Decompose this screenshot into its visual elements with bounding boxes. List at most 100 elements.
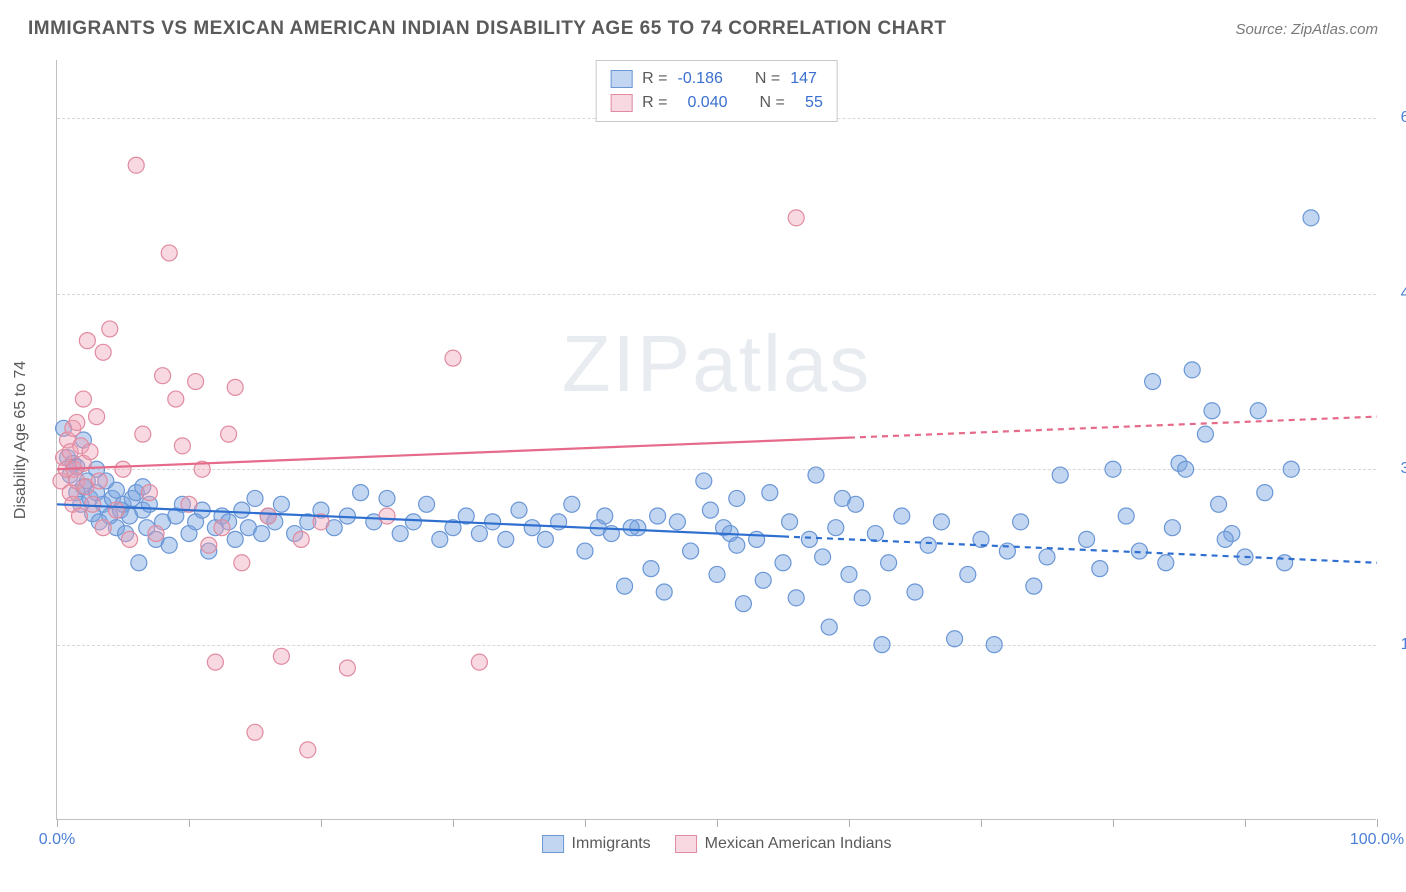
x-tick-label: 0.0% (39, 831, 75, 849)
data-point (960, 566, 976, 582)
legend-r-label: R = (642, 91, 667, 115)
data-point (749, 531, 765, 547)
data-point (432, 531, 448, 547)
trend-line-dashed (849, 417, 1377, 438)
data-point (1178, 461, 1194, 477)
x-tick (585, 819, 586, 827)
legend-bottom: Immigrants Mexican American Indians (542, 835, 892, 853)
data-point (841, 566, 857, 582)
data-point (683, 543, 699, 559)
data-point (656, 584, 672, 600)
swatch-immigrants (542, 835, 564, 853)
data-point (141, 485, 157, 501)
data-point (643, 561, 659, 577)
data-point (1092, 561, 1108, 577)
data-point (115, 461, 131, 477)
legend-n-value-0: 147 (790, 67, 817, 91)
legend-r-label: R = (642, 67, 667, 91)
data-point (755, 572, 771, 588)
data-point (709, 566, 725, 582)
swatch-series-0 (610, 70, 632, 88)
data-point (260, 508, 276, 524)
data-point (1026, 578, 1042, 594)
data-point (564, 496, 580, 512)
x-tick (1245, 819, 1246, 827)
data-point (300, 742, 316, 758)
data-point (1013, 514, 1029, 530)
x-tick (849, 819, 850, 827)
data-point (1250, 403, 1266, 419)
data-point (1217, 531, 1233, 547)
x-tick (453, 819, 454, 827)
data-point (273, 496, 289, 512)
data-point (148, 526, 164, 542)
data-point (597, 508, 613, 524)
data-point (577, 543, 593, 559)
data-point (392, 526, 408, 542)
data-point (227, 379, 243, 395)
swatch-series-1 (610, 94, 632, 112)
data-point (82, 444, 98, 460)
data-point (71, 508, 87, 524)
legend-n-value-1: 55 (795, 91, 823, 115)
data-point (168, 391, 184, 407)
data-point (1039, 549, 1055, 565)
data-point (379, 490, 395, 506)
chart-title: IMMIGRANTS VS MEXICAN AMERICAN INDIAN DI… (28, 18, 946, 40)
data-point (135, 426, 151, 442)
data-point (353, 485, 369, 501)
data-point (89, 409, 105, 425)
data-point (1118, 508, 1134, 524)
data-point (920, 537, 936, 553)
data-point (174, 438, 190, 454)
data-point (1204, 403, 1220, 419)
data-point (524, 520, 540, 536)
data-point (1131, 543, 1147, 559)
data-point (828, 520, 844, 536)
data-point (75, 391, 91, 407)
data-point (498, 531, 514, 547)
legend-label-immigrants: Immigrants (572, 835, 651, 853)
x-tick-label: 100.0% (1350, 831, 1404, 849)
data-point (485, 514, 501, 530)
data-point (729, 490, 745, 506)
data-point (161, 245, 177, 261)
data-point (95, 520, 111, 536)
data-point (471, 654, 487, 670)
x-tick (981, 819, 982, 827)
data-point (894, 508, 910, 524)
legend-r-value-0: -0.186 (678, 67, 723, 91)
legend-n-label: N = (755, 67, 780, 91)
data-point (511, 502, 527, 518)
data-point (1164, 520, 1180, 536)
data-point (788, 210, 804, 226)
data-point (623, 520, 639, 536)
data-point (339, 660, 355, 676)
data-point (405, 514, 421, 530)
data-point (881, 555, 897, 571)
legend-row-series-1: R = 0.040 N = 55 (610, 91, 823, 115)
data-point (933, 514, 949, 530)
data-point (1303, 210, 1319, 226)
data-point (91, 473, 107, 489)
legend-correlation-box: R = -0.186 N = 147 R = 0.040 N = 55 (595, 60, 838, 122)
legend-r-value-1: 0.040 (678, 91, 728, 115)
y-tick-label: 45.0% (1386, 285, 1406, 303)
data-point (128, 157, 144, 173)
data-point (95, 344, 111, 360)
data-point (834, 490, 850, 506)
data-point (1257, 485, 1273, 501)
x-tick (321, 819, 322, 827)
data-point (79, 333, 95, 349)
data-point (815, 549, 831, 565)
data-point (782, 514, 798, 530)
data-point (161, 537, 177, 553)
data-point (702, 502, 718, 518)
data-point (85, 496, 101, 512)
data-point (471, 526, 487, 542)
data-point (419, 496, 435, 512)
legend-row-series-0: R = -0.186 N = 147 (610, 67, 823, 91)
data-point (247, 490, 263, 506)
data-point (617, 578, 633, 594)
y-tick-label: 60.0% (1386, 109, 1406, 127)
